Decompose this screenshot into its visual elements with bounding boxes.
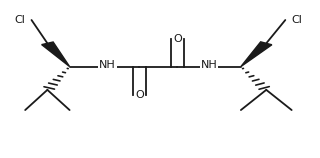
Text: O: O [173,34,182,44]
Text: NH: NH [99,60,116,70]
Text: Cl: Cl [14,15,25,25]
Polygon shape [241,42,272,67]
Text: Cl: Cl [292,15,302,25]
Text: O: O [135,90,144,100]
Text: NH: NH [201,60,218,70]
Polygon shape [42,42,69,67]
